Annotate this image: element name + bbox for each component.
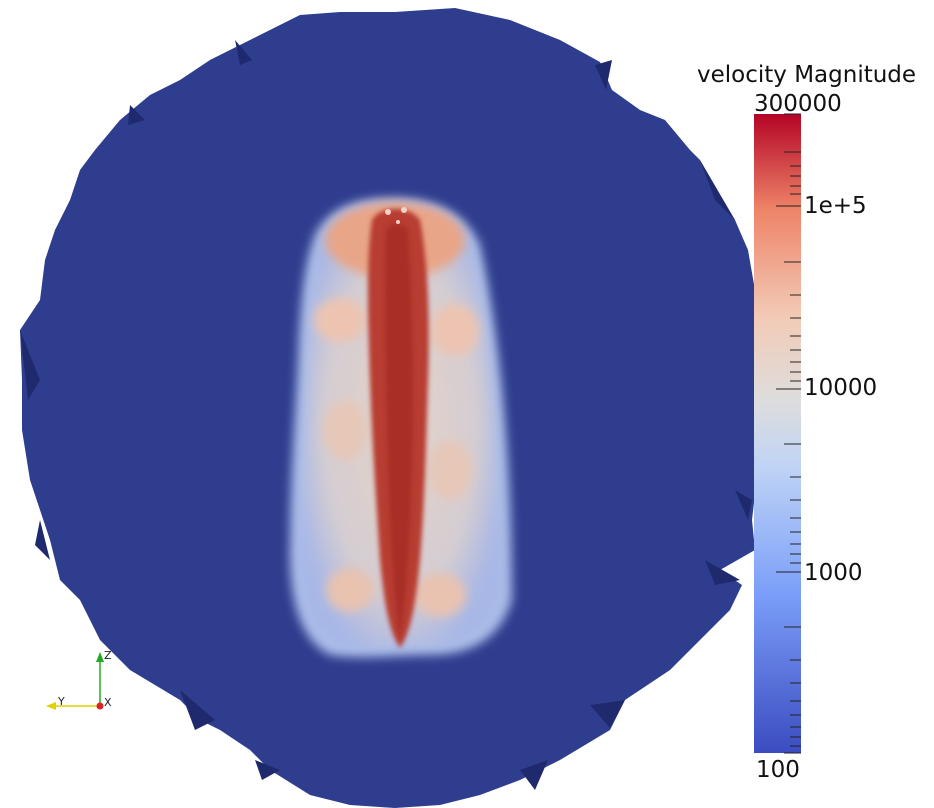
x-axis-point-icon [96,702,104,710]
z-axis-arrow-icon [96,652,104,662]
x-axis-label: X [104,696,112,709]
colorbar-tick-label: 1000 [804,560,863,586]
colorbar [754,113,801,754]
colorbar-max-label: 300000 [754,91,842,117]
colorbar-tick-label: 10000 [804,375,878,401]
y-axis-label: Y [58,695,65,708]
colorbar-ticks [776,113,801,754]
colorbar-title: velocity Magnitude [697,62,917,88]
z-axis-label: Z [104,649,112,662]
colorbar-gradient [754,114,801,753]
orientation-axes[interactable] [46,652,104,710]
y-axis-arrow-icon [46,702,56,710]
colorbar-tick-label: 1e+5 [804,193,867,219]
velocity-plume [289,198,512,658]
colorbar-min-label: 100 [756,757,800,783]
